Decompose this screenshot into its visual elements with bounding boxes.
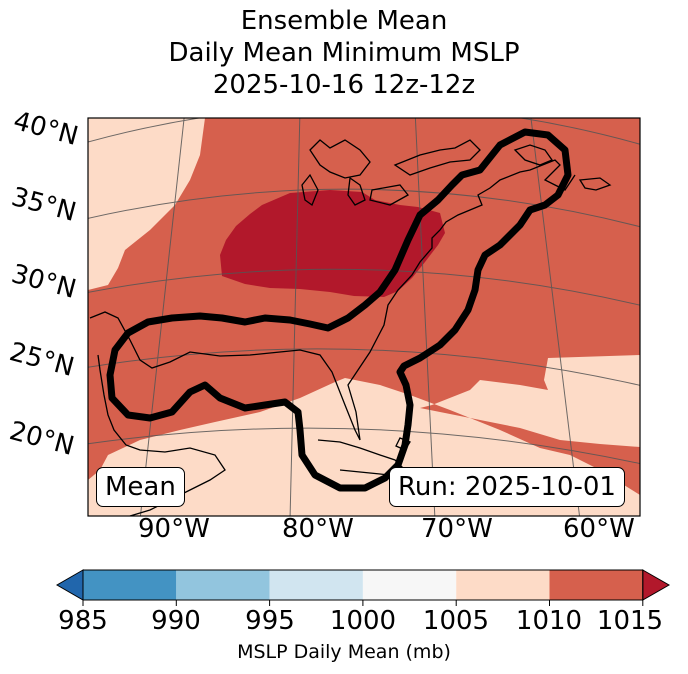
colorbar-segment-1005-1010 bbox=[456, 570, 550, 600]
colorbar-label: MSLP Daily Mean (mb) bbox=[237, 641, 451, 663]
contour-outline bbox=[106, 128, 572, 492]
colorbar-tick-995: 995 bbox=[245, 606, 295, 636]
map-panel bbox=[88, 118, 640, 516]
lon-label-90w: 90°W bbox=[138, 514, 210, 544]
title-line-1: Ensemble Mean bbox=[240, 6, 448, 36]
map-frame bbox=[87, 117, 641, 517]
colorbar-tick-1015: 1015 bbox=[596, 606, 664, 636]
mean-badge: Mean bbox=[96, 467, 185, 507]
colorbar-segment-990-995 bbox=[176, 570, 270, 600]
colorbar-segment-1010-1015 bbox=[549, 570, 643, 600]
colorbar-segment-995-1000 bbox=[269, 570, 363, 600]
colorbar-segment-1000-1005 bbox=[362, 570, 457, 600]
colorbar-tick-985: 985 bbox=[58, 606, 108, 636]
title-line-3: 2025-10-16 12z-12z bbox=[212, 70, 476, 100]
colorbar-extend-high bbox=[642, 569, 671, 601]
colorbar bbox=[55, 569, 671, 606]
colorbar-extend-low bbox=[55, 569, 84, 601]
colorbar-tick-990: 990 bbox=[151, 606, 201, 636]
graticule bbox=[88, 118, 640, 516]
colorbar-tick-1000: 1000 bbox=[329, 606, 397, 636]
lon-label-80w: 80°W bbox=[282, 514, 354, 544]
colorbar-tick-1010: 1010 bbox=[515, 606, 583, 636]
lon-label-60w: 60°W bbox=[563, 514, 635, 544]
lon-label-70w: 70°W bbox=[421, 514, 493, 544]
run-badge: Run: 2025-10-01 bbox=[389, 467, 625, 507]
colorbar-segment-985-990 bbox=[83, 570, 177, 600]
colorbar-tick-1005: 1005 bbox=[422, 606, 490, 636]
title-line-2: Daily Mean Minimum MSLP bbox=[168, 38, 520, 68]
